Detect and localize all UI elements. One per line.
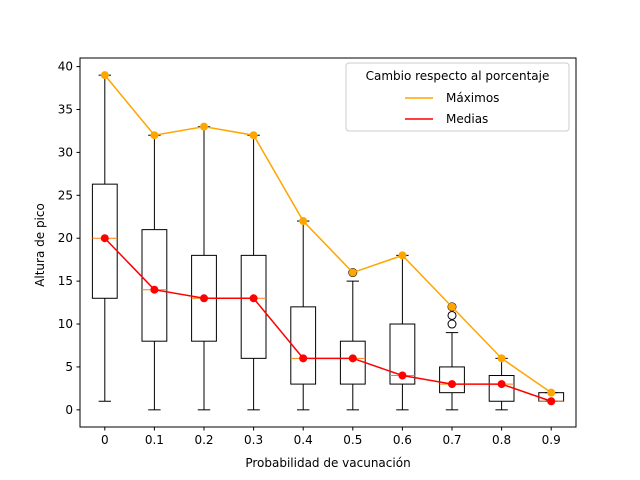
x-tick-label: 0.4 <box>294 433 313 447</box>
series-medias <box>100 234 556 406</box>
series-point <box>299 217 308 226</box>
y-tick-label: 0 <box>65 403 73 417</box>
x-tick-label: 0.7 <box>442 433 461 447</box>
y-tick-label: 10 <box>58 317 73 331</box>
boxplot-0.7 <box>439 302 465 411</box>
series-point <box>299 354 308 363</box>
series-point <box>150 285 159 294</box>
x-tick-label: 0.5 <box>343 433 362 447</box>
box <box>290 306 317 385</box>
outlier-point <box>447 319 457 329</box>
box <box>141 229 168 342</box>
series-point <box>100 234 109 243</box>
x-tick-label: 0.1 <box>145 433 164 447</box>
y-tick-label: 35 <box>58 102 73 116</box>
series-point <box>497 354 506 363</box>
box <box>240 254 267 359</box>
y-tick-label: 15 <box>58 274 73 288</box>
series-point <box>150 131 159 140</box>
box <box>439 366 465 394</box>
x-tick-label: 0.3 <box>244 433 263 447</box>
series-point <box>348 268 357 277</box>
series-point <box>100 71 109 80</box>
series-point <box>547 397 556 406</box>
series-point <box>249 294 258 303</box>
series-maximos <box>100 71 556 397</box>
series-line <box>104 237 552 402</box>
boxplot-0 <box>91 74 118 402</box>
series-point <box>448 380 456 389</box>
outlier-point <box>447 310 457 320</box>
x-tick-label: 0.9 <box>542 433 561 447</box>
y-tick-label: 30 <box>58 145 73 159</box>
x-tick-label: 0.6 <box>393 433 412 447</box>
y-tick-label: 25 <box>58 188 73 202</box>
series-line <box>104 74 552 394</box>
y-tick-label: 40 <box>58 60 73 74</box>
x-axis-label: Probabilidad de vacunación <box>245 456 410 470</box>
x-tick-label: 0.2 <box>194 433 213 447</box>
boxplot-0.4 <box>290 220 317 411</box>
legend-label: Medias <box>446 112 488 126</box>
series-point <box>249 131 258 140</box>
boxplots <box>91 74 565 411</box>
y-axis-label: Altura de pico <box>33 203 47 287</box>
series-lines <box>100 71 556 406</box>
legend-box <box>345 62 570 132</box>
box <box>91 183 118 299</box>
axes: 0 5 10 15 20 25 30 35 40 0 0.1 0.2 0.3 0.4 0.5 0.6 0.7 0.… <box>58 57 577 447</box>
x-tick-label: 0.8 <box>492 433 511 447</box>
legend-title: Cambio respecto al porcentaje <box>366 69 550 83</box>
series-point <box>200 294 208 303</box>
series-point <box>497 380 506 389</box>
legend-label: Máximos <box>446 91 499 105</box>
series-point <box>200 122 208 131</box>
y-tick-label: 5 <box>65 360 73 374</box>
legend: Cambio respecto al porcentaje Máximos Medi… <box>345 62 570 132</box>
boxplot-0.3 <box>240 134 267 411</box>
series-point <box>448 302 456 311</box>
series-point <box>348 354 357 363</box>
series-point <box>398 251 407 260</box>
series-point <box>547 388 556 397</box>
plot-frame <box>79 57 577 428</box>
y-tick-label: 20 <box>58 231 73 245</box>
x-tick-label: 0 <box>101 433 109 447</box>
series-point <box>398 371 407 380</box>
box <box>389 323 416 385</box>
